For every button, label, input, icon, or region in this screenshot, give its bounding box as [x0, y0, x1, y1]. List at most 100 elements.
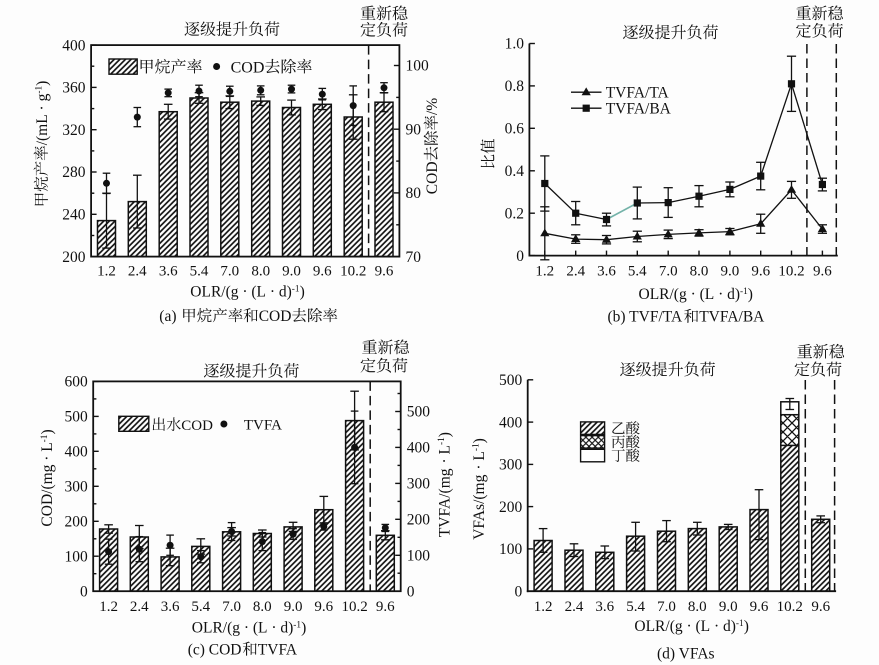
svg-text:2.4: 2.4	[566, 264, 585, 280]
svg-text:d): d)	[279, 284, 292, 301]
svg-text:400: 400	[499, 414, 523, 431]
svg-text:200: 200	[499, 499, 523, 516]
svg-text:g: g	[34, 93, 51, 101]
svg-text:3.6: 3.6	[161, 599, 180, 615]
svg-text:1.2: 1.2	[535, 264, 554, 280]
svg-text:300: 300	[407, 476, 431, 493]
svg-text:9.0: 9.0	[282, 264, 301, 280]
svg-text:/(mL: /(mL	[34, 114, 51, 145]
svg-text:(L: (L	[251, 284, 266, 301]
svg-text:3.6: 3.6	[595, 599, 614, 615]
svg-text:9.6: 9.6	[811, 599, 830, 615]
svg-text:-1: -1	[293, 620, 301, 630]
svg-text:OLR/(g: OLR/(g	[190, 284, 238, 301]
svg-text:TVFA: TVFA	[258, 642, 298, 659]
svg-text:240: 240	[62, 207, 86, 224]
svg-text:8.0: 8.0	[690, 264, 709, 280]
svg-text:200: 200	[407, 512, 431, 529]
svg-text:-1: -1	[292, 284, 300, 294]
svg-text:100: 100	[499, 541, 523, 558]
svg-text:5.4: 5.4	[191, 599, 210, 615]
svg-text:TVFA: TVFA	[244, 417, 282, 433]
svg-text:9.6: 9.6	[376, 599, 395, 615]
svg-text:OLR/(g: OLR/(g	[634, 618, 682, 635]
svg-text:9.6: 9.6	[751, 264, 770, 280]
svg-text:3.6: 3.6	[597, 264, 616, 280]
svg-text:500: 500	[64, 409, 88, 426]
svg-text:TVFA/BA: TVFA/BA	[699, 309, 765, 326]
svg-text:9.6: 9.6	[313, 264, 332, 280]
svg-text:3.6: 3.6	[159, 264, 178, 280]
svg-text:9.6: 9.6	[813, 264, 832, 280]
svg-text:1.0: 1.0	[505, 36, 525, 53]
svg-text:9.6: 9.6	[375, 264, 394, 280]
svg-text:5.4: 5.4	[190, 264, 209, 280]
svg-text:5.4: 5.4	[628, 264, 647, 280]
svg-text:·: ·	[471, 461, 488, 474]
svg-text:10.2: 10.2	[778, 264, 804, 280]
svg-text:1.2: 1.2	[97, 264, 116, 280]
svg-text:9.0: 9.0	[719, 599, 738, 615]
svg-text:7.0: 7.0	[220, 264, 239, 280]
svg-text:(c) COD: (c) COD	[188, 642, 242, 659]
svg-text:10.2: 10.2	[777, 599, 803, 615]
svg-text:): )	[436, 432, 453, 437]
svg-text:COD: COD	[259, 308, 292, 325]
svg-text:600: 600	[64, 374, 88, 391]
svg-text:320: 320	[62, 122, 86, 139]
svg-text:7.0: 7.0	[222, 599, 241, 615]
svg-text:COD: COD	[231, 59, 265, 76]
svg-text:80: 80	[406, 185, 422, 202]
svg-text:): )	[744, 618, 749, 635]
svg-text:200: 200	[64, 514, 88, 531]
svg-text:10.2: 10.2	[341, 599, 367, 615]
svg-text:10.2: 10.2	[340, 264, 366, 280]
svg-text:d): d)	[280, 620, 293, 637]
svg-text:90: 90	[406, 121, 422, 138]
svg-text:300: 300	[499, 457, 523, 474]
svg-text:70: 70	[406, 249, 422, 266]
svg-text:(b) TVF/TA: (b) TVF/TA	[608, 309, 683, 326]
svg-text:360: 360	[62, 80, 86, 97]
svg-text:TVFA/BA: TVFA/BA	[606, 101, 672, 118]
svg-text:0: 0	[515, 583, 523, 600]
svg-text:TVFA/TA: TVFA/TA	[606, 85, 670, 102]
svg-text:·: ·	[266, 284, 279, 301]
svg-text:-1: -1	[740, 287, 748, 297]
svg-text:300: 300	[64, 479, 88, 496]
svg-text:(d) VFAs: (d) VFAs	[657, 646, 715, 663]
svg-text:·: ·	[683, 618, 696, 635]
svg-text:·: ·	[239, 284, 252, 301]
svg-text:500: 500	[499, 372, 523, 389]
svg-text:9.0: 9.0	[284, 599, 303, 615]
svg-text:·: ·	[714, 286, 727, 303]
svg-text:8.0: 8.0	[251, 264, 270, 280]
svg-text:100: 100	[64, 548, 88, 565]
svg-text:9.6: 9.6	[750, 599, 769, 615]
svg-text:d): d)	[723, 618, 736, 635]
svg-text:9.0: 9.0	[721, 264, 740, 280]
svg-text:2.4: 2.4	[565, 599, 584, 615]
svg-text:2.4: 2.4	[130, 599, 149, 615]
svg-text:0.2: 0.2	[505, 205, 524, 222]
svg-text:8.0: 8.0	[688, 599, 707, 615]
svg-text:-1: -1	[472, 443, 482, 451]
svg-text:0: 0	[516, 248, 524, 265]
svg-text:d): d)	[727, 286, 740, 303]
svg-text:): )	[300, 284, 305, 301]
svg-text:-1: -1	[35, 86, 45, 94]
svg-text:100: 100	[406, 58, 430, 75]
svg-text:·: ·	[34, 101, 51, 114]
svg-text:0: 0	[407, 583, 415, 600]
svg-text:0.8: 0.8	[505, 78, 525, 95]
svg-text:TVFA/(mg: TVFA/(mg	[436, 468, 453, 537]
svg-text:1.2: 1.2	[99, 599, 118, 615]
svg-text:·: ·	[710, 618, 723, 635]
svg-text:): )	[748, 286, 753, 303]
svg-text:OLR/(g: OLR/(g	[639, 286, 687, 303]
svg-text:·: ·	[240, 620, 253, 637]
svg-text:-1: -1	[736, 619, 744, 629]
svg-text:): )	[471, 438, 488, 443]
svg-text:400: 400	[407, 440, 431, 457]
svg-text:500: 500	[407, 404, 431, 421]
